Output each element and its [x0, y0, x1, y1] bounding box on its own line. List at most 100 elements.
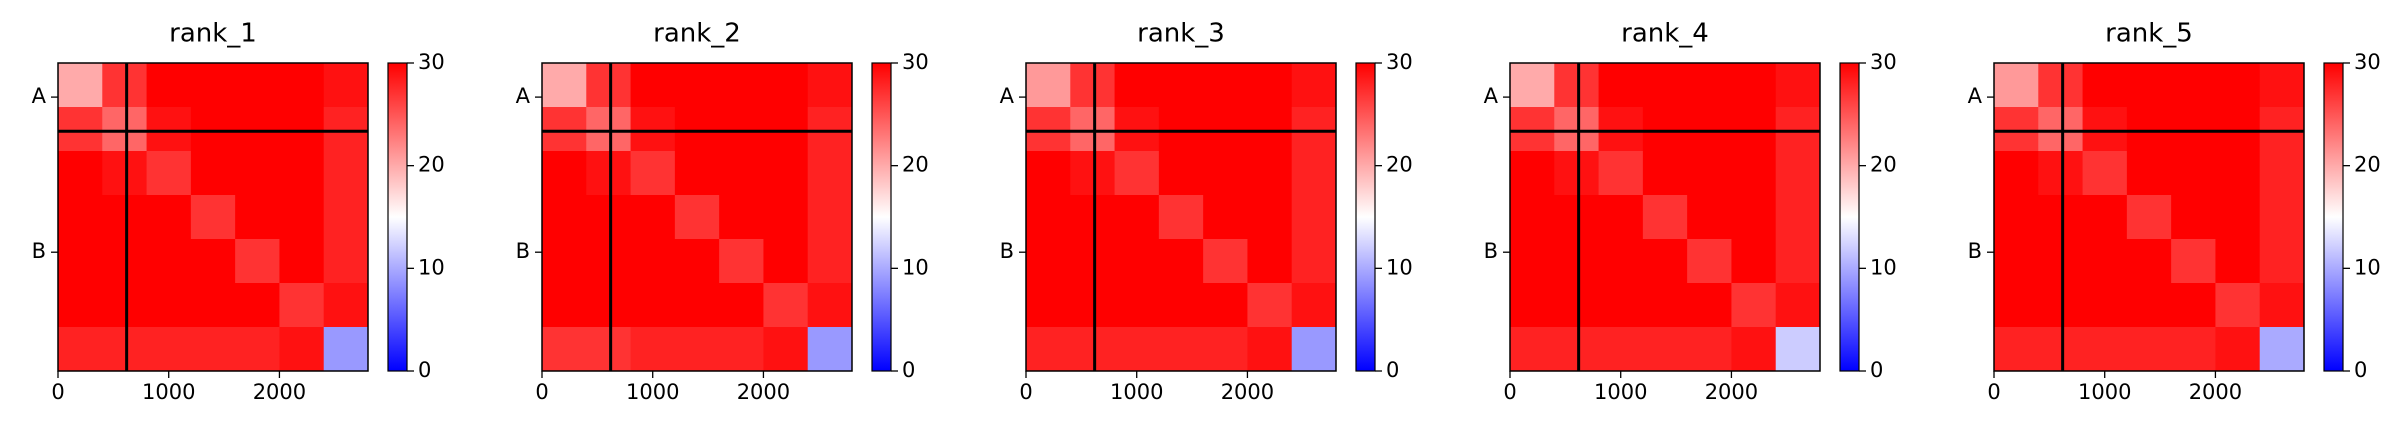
heatmap-cell [1510, 151, 1555, 196]
heatmap-cell [1026, 195, 1071, 240]
x-tick-label: 2000 [1221, 380, 1274, 404]
colorbar-tick-label: 10 [1386, 255, 1413, 279]
heatmap-cell [1291, 195, 1337, 240]
y-tick-label: A [1484, 84, 1499, 108]
chart-title: rank_5 [2105, 19, 2193, 49]
x-tick-label: 2000 [1705, 380, 1758, 404]
heatmap-cell [1247, 239, 1293, 284]
heatmap-cell [1554, 195, 1600, 240]
heatmap-cell [1510, 239, 1555, 284]
heatmap-cell [1994, 107, 2039, 152]
heatmap-cell [1203, 151, 1248, 196]
heatmap-cell [2126, 327, 2172, 372]
heatmap-cell [630, 283, 676, 328]
heatmap-cell [146, 239, 192, 284]
heatmap-cell [235, 327, 280, 372]
heatmap-cell [1775, 63, 1821, 108]
heatmap-cell [323, 195, 369, 240]
x-tick-label: 0 [1019, 380, 1032, 404]
heatmap-cell [719, 283, 764, 328]
heatmap-cell [1247, 151, 1293, 196]
heatmap-cell [630, 195, 676, 240]
heatmap-cell [146, 107, 192, 152]
heatmap-cell [2259, 107, 2305, 152]
heatmap-cell [1642, 63, 1688, 108]
x-tick-label: 0 [1987, 380, 2000, 404]
heatmap-cell [279, 107, 325, 152]
heatmap-cell [2259, 195, 2305, 240]
heatmap-cell [1026, 151, 1071, 196]
heatmap-cell [2038, 195, 2084, 240]
heatmap-cell [58, 239, 103, 284]
heatmap-cell [1554, 151, 1600, 196]
heatmap-cell [1070, 63, 1116, 108]
heatmap-cell [807, 63, 853, 108]
heatmap-cell [630, 239, 676, 284]
colorbar [871, 62, 892, 372]
heatmap-cell [2171, 327, 2216, 372]
colorbar-tick-label: 30 [1870, 50, 1897, 74]
colorbar-tick-label: 30 [902, 50, 929, 74]
heatmap-cell [1775, 151, 1821, 196]
heatmap-cell [102, 239, 148, 284]
heatmap-cell [1642, 195, 1688, 240]
heatmap-cell [2171, 151, 2216, 196]
y-tick-label: A [1968, 84, 1983, 108]
heatmap-cell [102, 283, 148, 328]
heatmap-cell [1994, 327, 2039, 372]
heatmap-cell [2126, 151, 2172, 196]
x-tick-label: 1000 [1110, 380, 1163, 404]
heatmap-cell [190, 151, 236, 196]
heatmap-cell [323, 283, 369, 328]
heatmap-cell [763, 239, 809, 284]
heatmap-cell [2082, 151, 2128, 196]
x-tick-label: 2000 [2189, 380, 2242, 404]
heatmap-cell [586, 151, 632, 196]
colorbar-tick-label: 0 [1386, 358, 1399, 382]
heatmap-cell [1554, 63, 1600, 108]
x-tick-label: 1000 [1594, 380, 1647, 404]
heatmap-cell [1642, 107, 1688, 152]
heatmap-cell [58, 63, 103, 108]
x-tick-label: 2000 [737, 380, 790, 404]
heatmap-cell [235, 239, 280, 284]
heatmap-cell [1158, 327, 1204, 372]
heatmap-cell [2126, 239, 2172, 284]
colorbar-tick-label: 30 [2354, 50, 2381, 74]
heatmap-cell [719, 239, 764, 284]
heatmap-cell [235, 195, 280, 240]
heatmap-cell [763, 151, 809, 196]
heatmap-cell [2038, 107, 2084, 152]
heatmap-cell [2082, 327, 2128, 372]
heatmap-cell [586, 63, 632, 108]
heatmap-cell [1158, 239, 1204, 284]
heatmap-cell [1026, 107, 1071, 152]
heatmap-cell [719, 63, 764, 108]
heatmap-cell [2126, 195, 2172, 240]
heatmap-cell [1203, 239, 1248, 284]
heatmap-cell [2038, 239, 2084, 284]
colorbar-tick-label: 30 [418, 50, 445, 74]
heatmap-cell [2082, 239, 2128, 284]
heatmap-cell [1247, 63, 1293, 108]
heatmap-cell [2215, 239, 2261, 284]
heatmap-cell [146, 63, 192, 108]
heatmap-cell [2259, 151, 2305, 196]
heatmap-cell [1994, 239, 2039, 284]
heatmap-cell [146, 151, 192, 196]
heatmap-cell [146, 283, 192, 328]
heatmap-cell [102, 63, 148, 108]
heatmap-cell [1598, 195, 1644, 240]
heatmap-cell [807, 151, 853, 196]
heatmap-cell [279, 151, 325, 196]
heatmap-cell [1731, 151, 1777, 196]
heatmap-cell [1070, 327, 1116, 372]
heatmap-cell [1554, 239, 1600, 284]
heatmap-cell [1642, 239, 1688, 284]
heatmap-cell [1687, 195, 1732, 240]
heatmap-cell [542, 283, 587, 328]
heatmap-cell [1203, 327, 1248, 372]
y-tick-label: A [32, 84, 47, 108]
heatmap-cell [1291, 151, 1337, 196]
